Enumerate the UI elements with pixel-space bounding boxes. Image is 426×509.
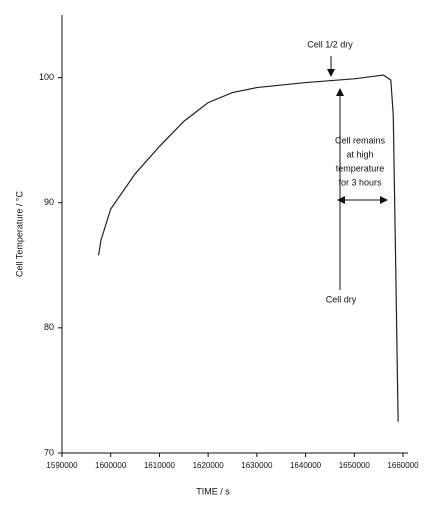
- annotation: Cell 1/2 dry: [307, 39, 353, 49]
- annotation: Cell remains: [335, 135, 386, 145]
- y-tick-label: 90: [44, 197, 54, 207]
- x-tick-label: 1610000: [144, 461, 176, 470]
- x-tick-label: 1650000: [339, 461, 371, 470]
- x-tick-label: 1660000: [387, 461, 419, 470]
- x-tick-label: 1630000: [241, 461, 273, 470]
- annotation: for 3 hours: [338, 177, 382, 187]
- y-tick-label: 80: [44, 322, 54, 332]
- y-tick-label: 70: [44, 447, 54, 457]
- annotation: Cell dry: [326, 294, 357, 304]
- annotation: at high: [346, 149, 373, 159]
- data-line: [97, 74, 399, 422]
- x-tick-label: 1640000: [290, 461, 322, 470]
- annotation: temperature: [336, 163, 385, 173]
- x-tick-label: 1590000: [46, 461, 78, 470]
- x-tick-label: 1620000: [193, 461, 225, 470]
- x-axis-label: TIME / s: [196, 486, 230, 496]
- y-tick-label: 100: [39, 72, 54, 82]
- y-axis-label: Cell Temperature / °C: [14, 191, 24, 277]
- x-tick-label: 1600000: [95, 461, 127, 470]
